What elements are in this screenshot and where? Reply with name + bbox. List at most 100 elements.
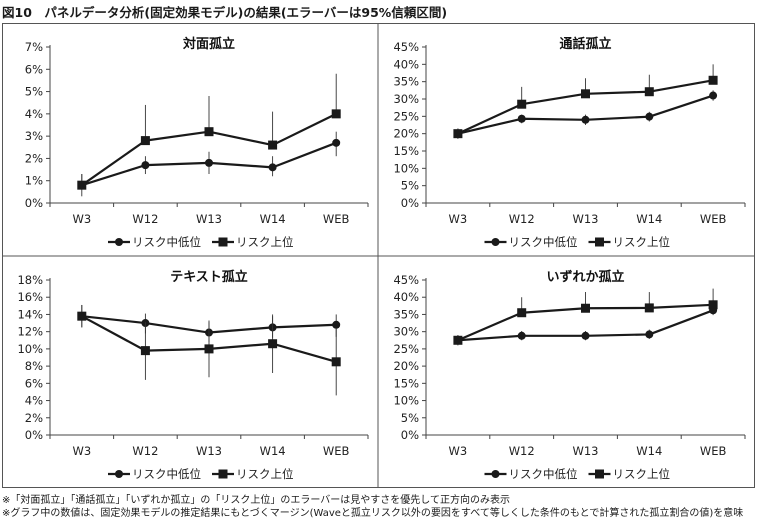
x-tick-label: W14 xyxy=(260,444,286,458)
x-tick-label: W3 xyxy=(449,444,468,458)
data-point-square xyxy=(581,303,590,313)
y-tick-label: 0% xyxy=(25,196,43,210)
x-tick-label: W13 xyxy=(196,444,222,458)
x-tick-label: W14 xyxy=(260,212,286,226)
y-tick-label: 20% xyxy=(393,127,419,141)
y-tick-label: 40% xyxy=(393,290,419,304)
x-tick-label: WEB xyxy=(700,212,727,226)
chart-panel-3: テキスト孤立 0% 2% 4% 6% 8% 10% 12% 14% 16% 18% W3 W12 W13 W… xyxy=(17,269,369,481)
data-point-square xyxy=(204,127,214,137)
data-point-circle xyxy=(645,330,654,339)
x-tick-label: W12 xyxy=(509,444,535,458)
figure-title: 図10 パネルデータ分析(固定効果モデル)の結果(エラーバーは95%信頼区間) xyxy=(2,5,448,20)
legend-label: リスク中低位 xyxy=(509,235,578,249)
y-tick-label: 10% xyxy=(393,161,419,175)
chart-title: テキスト孤立 xyxy=(170,269,248,285)
y-tick-label: 25% xyxy=(393,342,419,356)
y-tick-label: 10% xyxy=(17,342,43,356)
footnote-1: ※「対面孤立」「通話孤立」「いずれか孤立」の「リスク上位」のエラーバーは見やすさ… xyxy=(2,495,510,506)
y-tick-label: 0% xyxy=(401,196,419,210)
y-tick-label: 7% xyxy=(25,40,43,54)
chart-title: 通話孤立 xyxy=(559,36,611,52)
legend-marker-circle xyxy=(491,238,500,246)
y-tick-label: 0% xyxy=(25,428,43,442)
x-tick-label: WEB xyxy=(700,444,727,458)
y-tick-label: 35% xyxy=(393,75,419,89)
legend-label: リスク上位 xyxy=(236,467,294,481)
legend-marker-square xyxy=(595,469,604,479)
data-point-circle xyxy=(709,91,718,100)
y-tick-label: 1% xyxy=(25,174,43,188)
legend-marker-square xyxy=(218,469,228,479)
x-tick-label: WEB xyxy=(323,444,350,458)
legend-label: リスク中低位 xyxy=(509,467,578,481)
y-tick-label: 6% xyxy=(25,62,43,76)
legend-marker-circle xyxy=(115,238,123,246)
y-tick-label: 0% xyxy=(401,428,419,442)
data-point-circle xyxy=(581,331,590,340)
y-tick-label: 20% xyxy=(393,359,419,373)
data-point-square xyxy=(331,357,341,367)
data-point-circle xyxy=(645,112,654,121)
legend-label: リスク上位 xyxy=(613,235,671,249)
legend-label: リスク上位 xyxy=(613,467,671,481)
x-tick-label: W13 xyxy=(572,444,598,458)
legend-marker-circle xyxy=(491,470,500,478)
x-tick-label: W3 xyxy=(72,444,91,458)
y-tick-label: 2% xyxy=(25,151,43,165)
y-tick-label: 14% xyxy=(17,307,43,321)
chart-panel-1: 対面孤立 0% 1% 2% 3% 4% 5% 6% 7% W3 W12 W13 W14 WEB リスク中低位… xyxy=(25,36,369,249)
data-point-square xyxy=(140,346,150,356)
y-tick-label: 12% xyxy=(17,325,43,339)
y-tick-label: 3% xyxy=(25,129,43,143)
y-tick-label: 5% xyxy=(401,411,419,425)
x-tick-label: W13 xyxy=(572,212,598,226)
data-point-circle xyxy=(517,331,526,340)
data-point-circle xyxy=(268,163,277,172)
legend-label: リスク中低位 xyxy=(132,235,201,249)
y-tick-label: 25% xyxy=(393,109,419,123)
data-point-square xyxy=(517,99,527,109)
x-tick-label: W3 xyxy=(72,212,91,226)
y-tick-label: 2% xyxy=(25,411,43,425)
y-tick-label: 10% xyxy=(393,394,419,408)
chart-panel-2: 通話孤立 0% 5% 10% 15% 20% 25% 30% 35% 40% 45% W3 W12 W13… xyxy=(393,36,746,249)
data-point-square xyxy=(268,140,278,150)
legend-marker-square xyxy=(218,237,228,247)
data-point-square xyxy=(708,75,718,85)
y-tick-label: 18% xyxy=(17,273,43,287)
data-point-circle xyxy=(517,114,526,123)
data-point-square xyxy=(581,89,590,99)
y-tick-label: 16% xyxy=(17,290,43,304)
chart-title: いずれか孤立 xyxy=(546,269,624,285)
data-point-square xyxy=(453,129,463,139)
x-tick-label: W12 xyxy=(132,212,158,226)
data-point-square xyxy=(708,300,718,310)
data-point-square xyxy=(644,303,654,313)
data-point-square xyxy=(204,344,214,354)
data-point-square xyxy=(453,335,463,345)
chart-title: 対面孤立 xyxy=(182,36,235,52)
data-point-circle xyxy=(332,138,341,147)
y-tick-label: 15% xyxy=(393,376,419,390)
data-point-circle xyxy=(205,158,213,167)
legend-label: リスク中低位 xyxy=(132,467,201,481)
y-tick-label: 8% xyxy=(25,359,43,373)
y-tick-label: 30% xyxy=(393,92,419,106)
y-tick-label: 6% xyxy=(25,376,43,390)
data-point-square xyxy=(77,180,87,190)
x-tick-label: W12 xyxy=(509,212,535,226)
data-point-circle xyxy=(581,115,590,124)
data-point-circle xyxy=(141,161,150,170)
y-tick-label: 15% xyxy=(393,144,419,158)
y-tick-label: 45% xyxy=(393,273,419,287)
data-point-square xyxy=(77,311,87,321)
data-point-circle xyxy=(332,320,341,329)
y-tick-label: 40% xyxy=(393,57,419,71)
footnote-2: ※グラフ中の数値は、固定効果モデルの推定結果にもとづくマージン(Waveと孤立リ… xyxy=(2,508,744,519)
data-point-square xyxy=(331,109,341,119)
y-tick-label: 4% xyxy=(25,107,43,121)
y-tick-label: 45% xyxy=(393,40,419,54)
x-tick-label: W14 xyxy=(636,444,662,458)
y-tick-label: 4% xyxy=(25,394,43,408)
